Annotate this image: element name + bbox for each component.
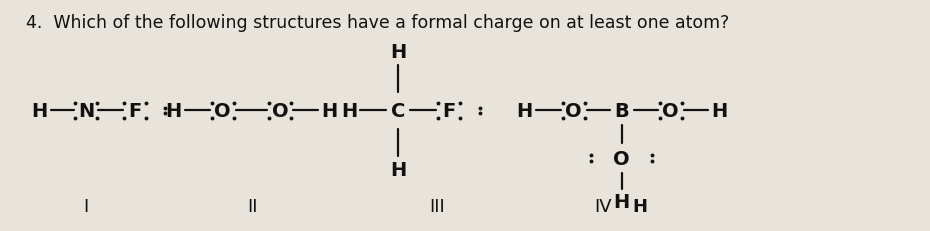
Text: O: O [214, 102, 231, 120]
Text: III: III [429, 197, 445, 215]
Text: H: H [166, 102, 182, 120]
Text: O: O [614, 149, 631, 168]
Text: H: H [341, 102, 357, 120]
Text: H: H [321, 102, 337, 120]
Text: C: C [391, 102, 405, 120]
Text: IV: IV [594, 197, 612, 215]
Text: B: B [615, 102, 630, 120]
Text: H: H [32, 102, 47, 120]
Text: O: O [272, 102, 288, 120]
Text: O: O [662, 102, 679, 120]
Text: H: H [632, 197, 648, 215]
Text: H: H [517, 102, 533, 120]
Text: H: H [711, 102, 728, 120]
Text: F: F [128, 102, 141, 120]
Text: II: II [247, 197, 258, 215]
Text: H: H [390, 43, 406, 62]
Text: N: N [78, 102, 94, 120]
Text: 4.  Which of the following structures have a formal charge on at least one atom?: 4. Which of the following structures hav… [26, 14, 729, 32]
Text: F: F [443, 102, 456, 120]
Text: H: H [614, 192, 630, 211]
Text: I: I [84, 197, 88, 215]
Text: H: H [390, 160, 406, 179]
Text: O: O [565, 102, 582, 120]
